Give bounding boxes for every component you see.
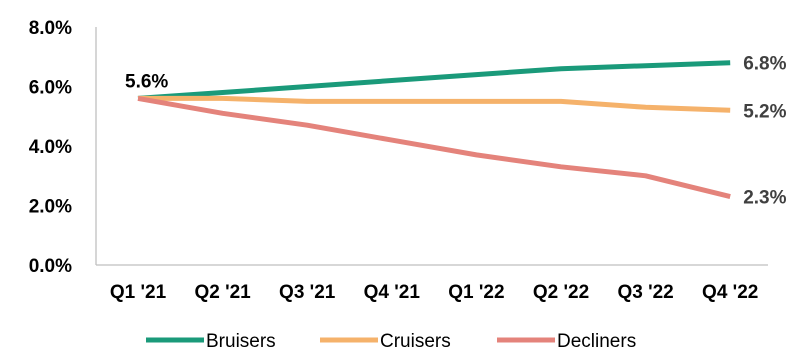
x-tick-label: Q4 '21: [364, 282, 421, 303]
legend: Bruisers Cruisers Decliners: [146, 331, 636, 352]
x-tick-label: Q2 '22: [533, 282, 589, 303]
end-label-decliners: 2.3%: [743, 188, 786, 209]
series-lines: [137, 60, 731, 200]
end-label-bruisers: 6.8%: [743, 54, 786, 75]
x-tick-label: Q1 '22: [448, 282, 504, 303]
legend-item-decliners: Decliners: [497, 331, 636, 352]
x-tick-label: Q2 '21: [194, 282, 251, 303]
legend-item-bruisers: Bruisers: [146, 331, 276, 352]
legend-label: Bruisers: [206, 331, 276, 350]
end-label-cruisers: 5.2%: [743, 101, 786, 122]
y-tick-label: 0.0%: [29, 256, 72, 277]
legend-label: Cruisers: [380, 331, 451, 350]
x-tick-label: Q3 '22: [617, 282, 673, 303]
y-tick-label: 8.0%: [29, 18, 72, 39]
y-tick-label: 4.0%: [29, 137, 72, 158]
axes: 0.0% 2.0% 4.0% 6.0% 8.0% Q1 '21 Q2 '21 Q3 '21 Q4…: [29, 18, 768, 303]
x-tick-label: Q4 '22: [702, 282, 758, 303]
legend-label: Decliners: [557, 331, 636, 350]
y-tick-label: 2.0%: [29, 197, 72, 218]
data-labels: 6.8% 5.2% 2.3% 5.6%: [125, 54, 787, 209]
series-line-cruisers: [138, 95, 731, 113]
series-line-bruisers: [137, 60, 731, 101]
series-line-decliners: [137, 95, 731, 200]
start-label: 5.6%: [125, 71, 168, 92]
x-tick-label: Q3 '21: [279, 282, 336, 303]
legend-item-cruisers: Cruisers: [320, 331, 451, 352]
x-tick-label: Q1 '21: [110, 282, 167, 303]
y-tick-label: 6.0%: [29, 78, 72, 99]
